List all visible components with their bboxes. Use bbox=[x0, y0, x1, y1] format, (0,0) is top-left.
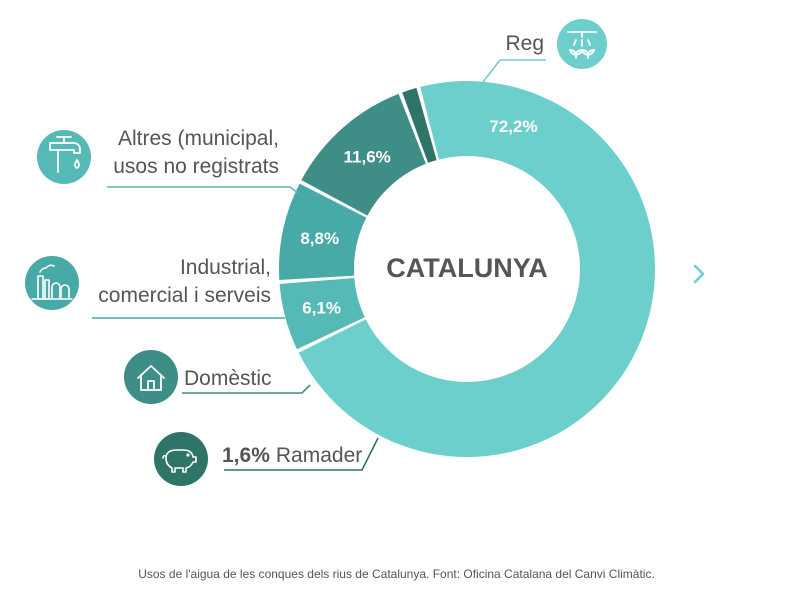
chevron-right-icon[interactable] bbox=[686, 261, 712, 287]
label-industrial-line1: Industrial, bbox=[180, 256, 271, 279]
label-domestic: Domèstic bbox=[184, 367, 272, 390]
chart-title: CATALUNYA bbox=[386, 253, 548, 283]
leader-line-reg bbox=[482, 59, 546, 83]
pig-icon bbox=[154, 432, 208, 486]
slice-2 bbox=[279, 277, 365, 350]
label-altres-line1: Altres (municipal, bbox=[118, 127, 279, 150]
water-tap-icon bbox=[37, 130, 91, 184]
slice-4 bbox=[301, 93, 426, 216]
leader-line-domestic bbox=[182, 384, 311, 394]
label-reg: Reg bbox=[505, 32, 544, 55]
label-ramader: 1,6% Ramader bbox=[222, 444, 362, 467]
value-label-3: 8,8% bbox=[300, 229, 339, 248]
label-ramader-name: Ramader bbox=[276, 444, 362, 467]
value-label-1: 72,2% bbox=[489, 117, 537, 136]
leader-line-altres bbox=[107, 186, 299, 194]
house-icon bbox=[124, 350, 178, 404]
label-ramader-value: 1,6% bbox=[222, 444, 270, 467]
leader-line-ramader bbox=[224, 437, 379, 471]
slice-3 bbox=[279, 183, 367, 281]
value-label-4: 11,6% bbox=[344, 147, 391, 166]
slice-1 bbox=[298, 81, 655, 457]
value-label-2: 6,1% bbox=[302, 299, 341, 318]
value-labels: 72,2% 6,1% 8,8% 11,6% bbox=[300, 117, 537, 318]
chart-slices bbox=[279, 81, 655, 457]
label-altres-line2: usos no registrats bbox=[113, 155, 279, 178]
sprinkler-icon bbox=[557, 19, 607, 69]
slice-5 bbox=[402, 87, 437, 163]
factory-icon bbox=[25, 256, 79, 310]
label-industrial-line2: comercial i serveis bbox=[98, 284, 271, 307]
chart-caption: Usos de l'aigua de les conques dels rius… bbox=[138, 567, 655, 581]
